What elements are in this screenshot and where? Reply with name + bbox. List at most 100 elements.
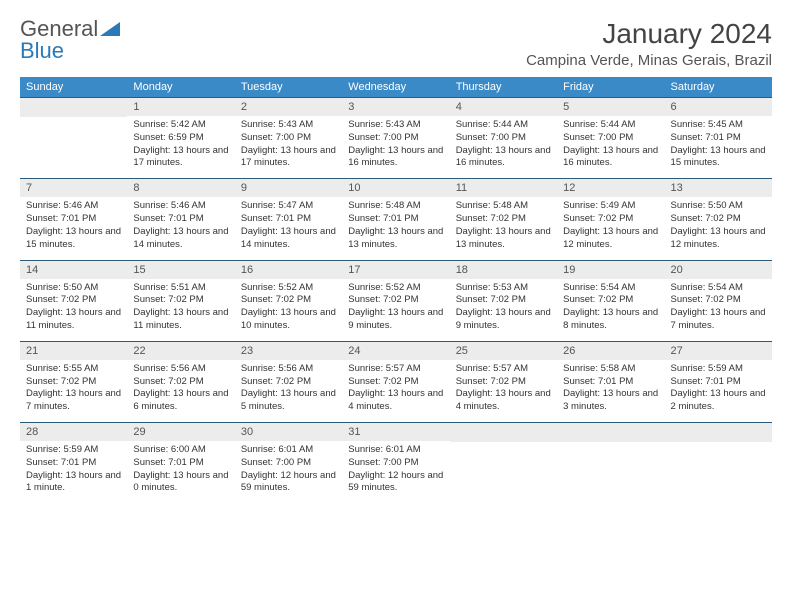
day-number: 7 xyxy=(20,179,127,197)
calendar-day-cell: 11Sunrise: 5:48 AMSunset: 7:02 PMDayligh… xyxy=(450,179,557,260)
calendar-day-cell: 28Sunrise: 5:59 AMSunset: 7:01 PMDayligh… xyxy=(20,423,127,504)
calendar-day-cell: 18Sunrise: 5:53 AMSunset: 7:02 PMDayligh… xyxy=(450,260,557,341)
day-line: Sunrise: 5:57 AM xyxy=(348,363,443,376)
day-line: Sunrise: 5:59 AM xyxy=(26,444,121,457)
day-line: Daylight: 13 hours and 11 minutes. xyxy=(26,307,121,333)
day-number: 10 xyxy=(342,179,449,197)
day-body: Sunrise: 6:01 AMSunset: 7:00 PMDaylight:… xyxy=(235,441,342,503)
day-number: 29 xyxy=(127,423,234,441)
day-line: Daylight: 13 hours and 3 minutes. xyxy=(563,388,658,414)
calendar-table: SundayMondayTuesdayWednesdayThursdayFrid… xyxy=(20,77,772,503)
page-header: General Blue January 2024 Campina Verde,… xyxy=(20,18,772,69)
day-body: Sunrise: 5:50 AMSunset: 7:02 PMDaylight:… xyxy=(665,197,772,259)
day-line: Daylight: 13 hours and 6 minutes. xyxy=(133,388,228,414)
day-body: Sunrise: 5:42 AMSunset: 6:59 PMDaylight:… xyxy=(127,116,234,178)
day-line: Sunrise: 5:43 AM xyxy=(348,119,443,132)
calendar-week-row: 1Sunrise: 5:42 AMSunset: 6:59 PMDaylight… xyxy=(20,98,772,179)
day-number: 26 xyxy=(557,342,664,360)
calendar-day-cell: 1Sunrise: 5:42 AMSunset: 6:59 PMDaylight… xyxy=(127,98,234,179)
calendar-week-row: 14Sunrise: 5:50 AMSunset: 7:02 PMDayligh… xyxy=(20,260,772,341)
day-body: Sunrise: 5:57 AMSunset: 7:02 PMDaylight:… xyxy=(450,360,557,422)
day-number: 8 xyxy=(127,179,234,197)
day-body: Sunrise: 5:52 AMSunset: 7:02 PMDaylight:… xyxy=(342,279,449,341)
day-number: 6 xyxy=(665,98,772,116)
day-number: 16 xyxy=(235,261,342,279)
day-number xyxy=(665,423,772,442)
day-body: Sunrise: 5:52 AMSunset: 7:02 PMDaylight:… xyxy=(235,279,342,341)
day-number: 21 xyxy=(20,342,127,360)
calendar-day-cell: 3Sunrise: 5:43 AMSunset: 7:00 PMDaylight… xyxy=(342,98,449,179)
day-body: Sunrise: 5:43 AMSunset: 7:00 PMDaylight:… xyxy=(235,116,342,178)
day-line: Sunrise: 5:48 AM xyxy=(456,200,551,213)
day-line: Daylight: 13 hours and 14 minutes. xyxy=(133,226,228,252)
day-line: Sunrise: 5:52 AM xyxy=(348,282,443,295)
day-number: 5 xyxy=(557,98,664,116)
day-body: Sunrise: 5:43 AMSunset: 7:00 PMDaylight:… xyxy=(342,116,449,178)
day-line: Daylight: 13 hours and 12 minutes. xyxy=(563,226,658,252)
day-line: Sunset: 7:01 PM xyxy=(563,376,658,389)
day-line: Daylight: 13 hours and 17 minutes. xyxy=(241,145,336,171)
brand-logo: General Blue xyxy=(20,18,120,62)
day-number: 13 xyxy=(665,179,772,197)
weekday-header: Friday xyxy=(557,77,664,98)
day-body: Sunrise: 6:00 AMSunset: 7:01 PMDaylight:… xyxy=(127,441,234,503)
day-line: Sunrise: 5:44 AM xyxy=(563,119,658,132)
day-line: Sunset: 7:01 PM xyxy=(26,213,121,226)
day-line: Sunset: 7:00 PM xyxy=(241,457,336,470)
day-number: 31 xyxy=(342,423,449,441)
day-line: Daylight: 13 hours and 7 minutes. xyxy=(671,307,766,333)
calendar-day-cell: 22Sunrise: 5:56 AMSunset: 7:02 PMDayligh… xyxy=(127,341,234,422)
weekday-header: Saturday xyxy=(665,77,772,98)
day-line: Sunrise: 5:55 AM xyxy=(26,363,121,376)
day-body: Sunrise: 5:51 AMSunset: 7:02 PMDaylight:… xyxy=(127,279,234,341)
day-line: Sunrise: 5:44 AM xyxy=(456,119,551,132)
day-number: 23 xyxy=(235,342,342,360)
day-line: Daylight: 13 hours and 14 minutes. xyxy=(241,226,336,252)
day-body: Sunrise: 5:57 AMSunset: 7:02 PMDaylight:… xyxy=(342,360,449,422)
day-number: 9 xyxy=(235,179,342,197)
day-line: Daylight: 13 hours and 5 minutes. xyxy=(241,388,336,414)
day-line: Sunset: 7:02 PM xyxy=(348,376,443,389)
day-line: Daylight: 13 hours and 15 minutes. xyxy=(26,226,121,252)
day-number: 28 xyxy=(20,423,127,441)
month-title: January 2024 xyxy=(526,18,772,50)
day-body: Sunrise: 5:59 AMSunset: 7:01 PMDaylight:… xyxy=(20,441,127,503)
day-number: 24 xyxy=(342,342,449,360)
day-line: Sunset: 6:59 PM xyxy=(133,132,228,145)
day-number: 22 xyxy=(127,342,234,360)
weekday-header: Tuesday xyxy=(235,77,342,98)
day-line: Daylight: 13 hours and 11 minutes. xyxy=(133,307,228,333)
calendar-day-cell: 5Sunrise: 5:44 AMSunset: 7:00 PMDaylight… xyxy=(557,98,664,179)
day-line: Sunset: 7:00 PM xyxy=(348,132,443,145)
day-line: Sunrise: 5:56 AM xyxy=(241,363,336,376)
day-line: Sunset: 7:01 PM xyxy=(241,213,336,226)
day-body: Sunrise: 5:49 AMSunset: 7:02 PMDaylight:… xyxy=(557,197,664,259)
calendar-head: SundayMondayTuesdayWednesdayThursdayFrid… xyxy=(20,77,772,98)
day-line: Sunrise: 5:47 AM xyxy=(241,200,336,213)
day-line: Daylight: 13 hours and 16 minutes. xyxy=(563,145,658,171)
day-body: Sunrise: 5:46 AMSunset: 7:01 PMDaylight:… xyxy=(127,197,234,259)
day-body xyxy=(557,442,664,500)
calendar-day-cell xyxy=(450,423,557,504)
calendar-day-cell: 14Sunrise: 5:50 AMSunset: 7:02 PMDayligh… xyxy=(20,260,127,341)
day-number: 3 xyxy=(342,98,449,116)
day-body xyxy=(665,442,772,500)
day-body: Sunrise: 5:48 AMSunset: 7:02 PMDaylight:… xyxy=(450,197,557,259)
day-number: 14 xyxy=(20,261,127,279)
day-line: Daylight: 13 hours and 9 minutes. xyxy=(348,307,443,333)
day-number: 30 xyxy=(235,423,342,441)
calendar-day-cell: 24Sunrise: 5:57 AMSunset: 7:02 PMDayligh… xyxy=(342,341,449,422)
calendar-day-cell: 4Sunrise: 5:44 AMSunset: 7:00 PMDaylight… xyxy=(450,98,557,179)
calendar-day-cell: 27Sunrise: 5:59 AMSunset: 7:01 PMDayligh… xyxy=(665,341,772,422)
calendar-day-cell: 13Sunrise: 5:50 AMSunset: 7:02 PMDayligh… xyxy=(665,179,772,260)
day-line: Daylight: 13 hours and 17 minutes. xyxy=(133,145,228,171)
calendar-body: 1Sunrise: 5:42 AMSunset: 6:59 PMDaylight… xyxy=(20,98,772,504)
day-line: Sunrise: 5:42 AM xyxy=(133,119,228,132)
calendar-day-cell: 20Sunrise: 5:54 AMSunset: 7:02 PMDayligh… xyxy=(665,260,772,341)
day-number: 19 xyxy=(557,261,664,279)
day-line: Sunset: 7:01 PM xyxy=(133,457,228,470)
day-number: 20 xyxy=(665,261,772,279)
calendar-day-cell xyxy=(557,423,664,504)
day-line: Sunset: 7:02 PM xyxy=(456,294,551,307)
weekday-row: SundayMondayTuesdayWednesdayThursdayFrid… xyxy=(20,77,772,98)
